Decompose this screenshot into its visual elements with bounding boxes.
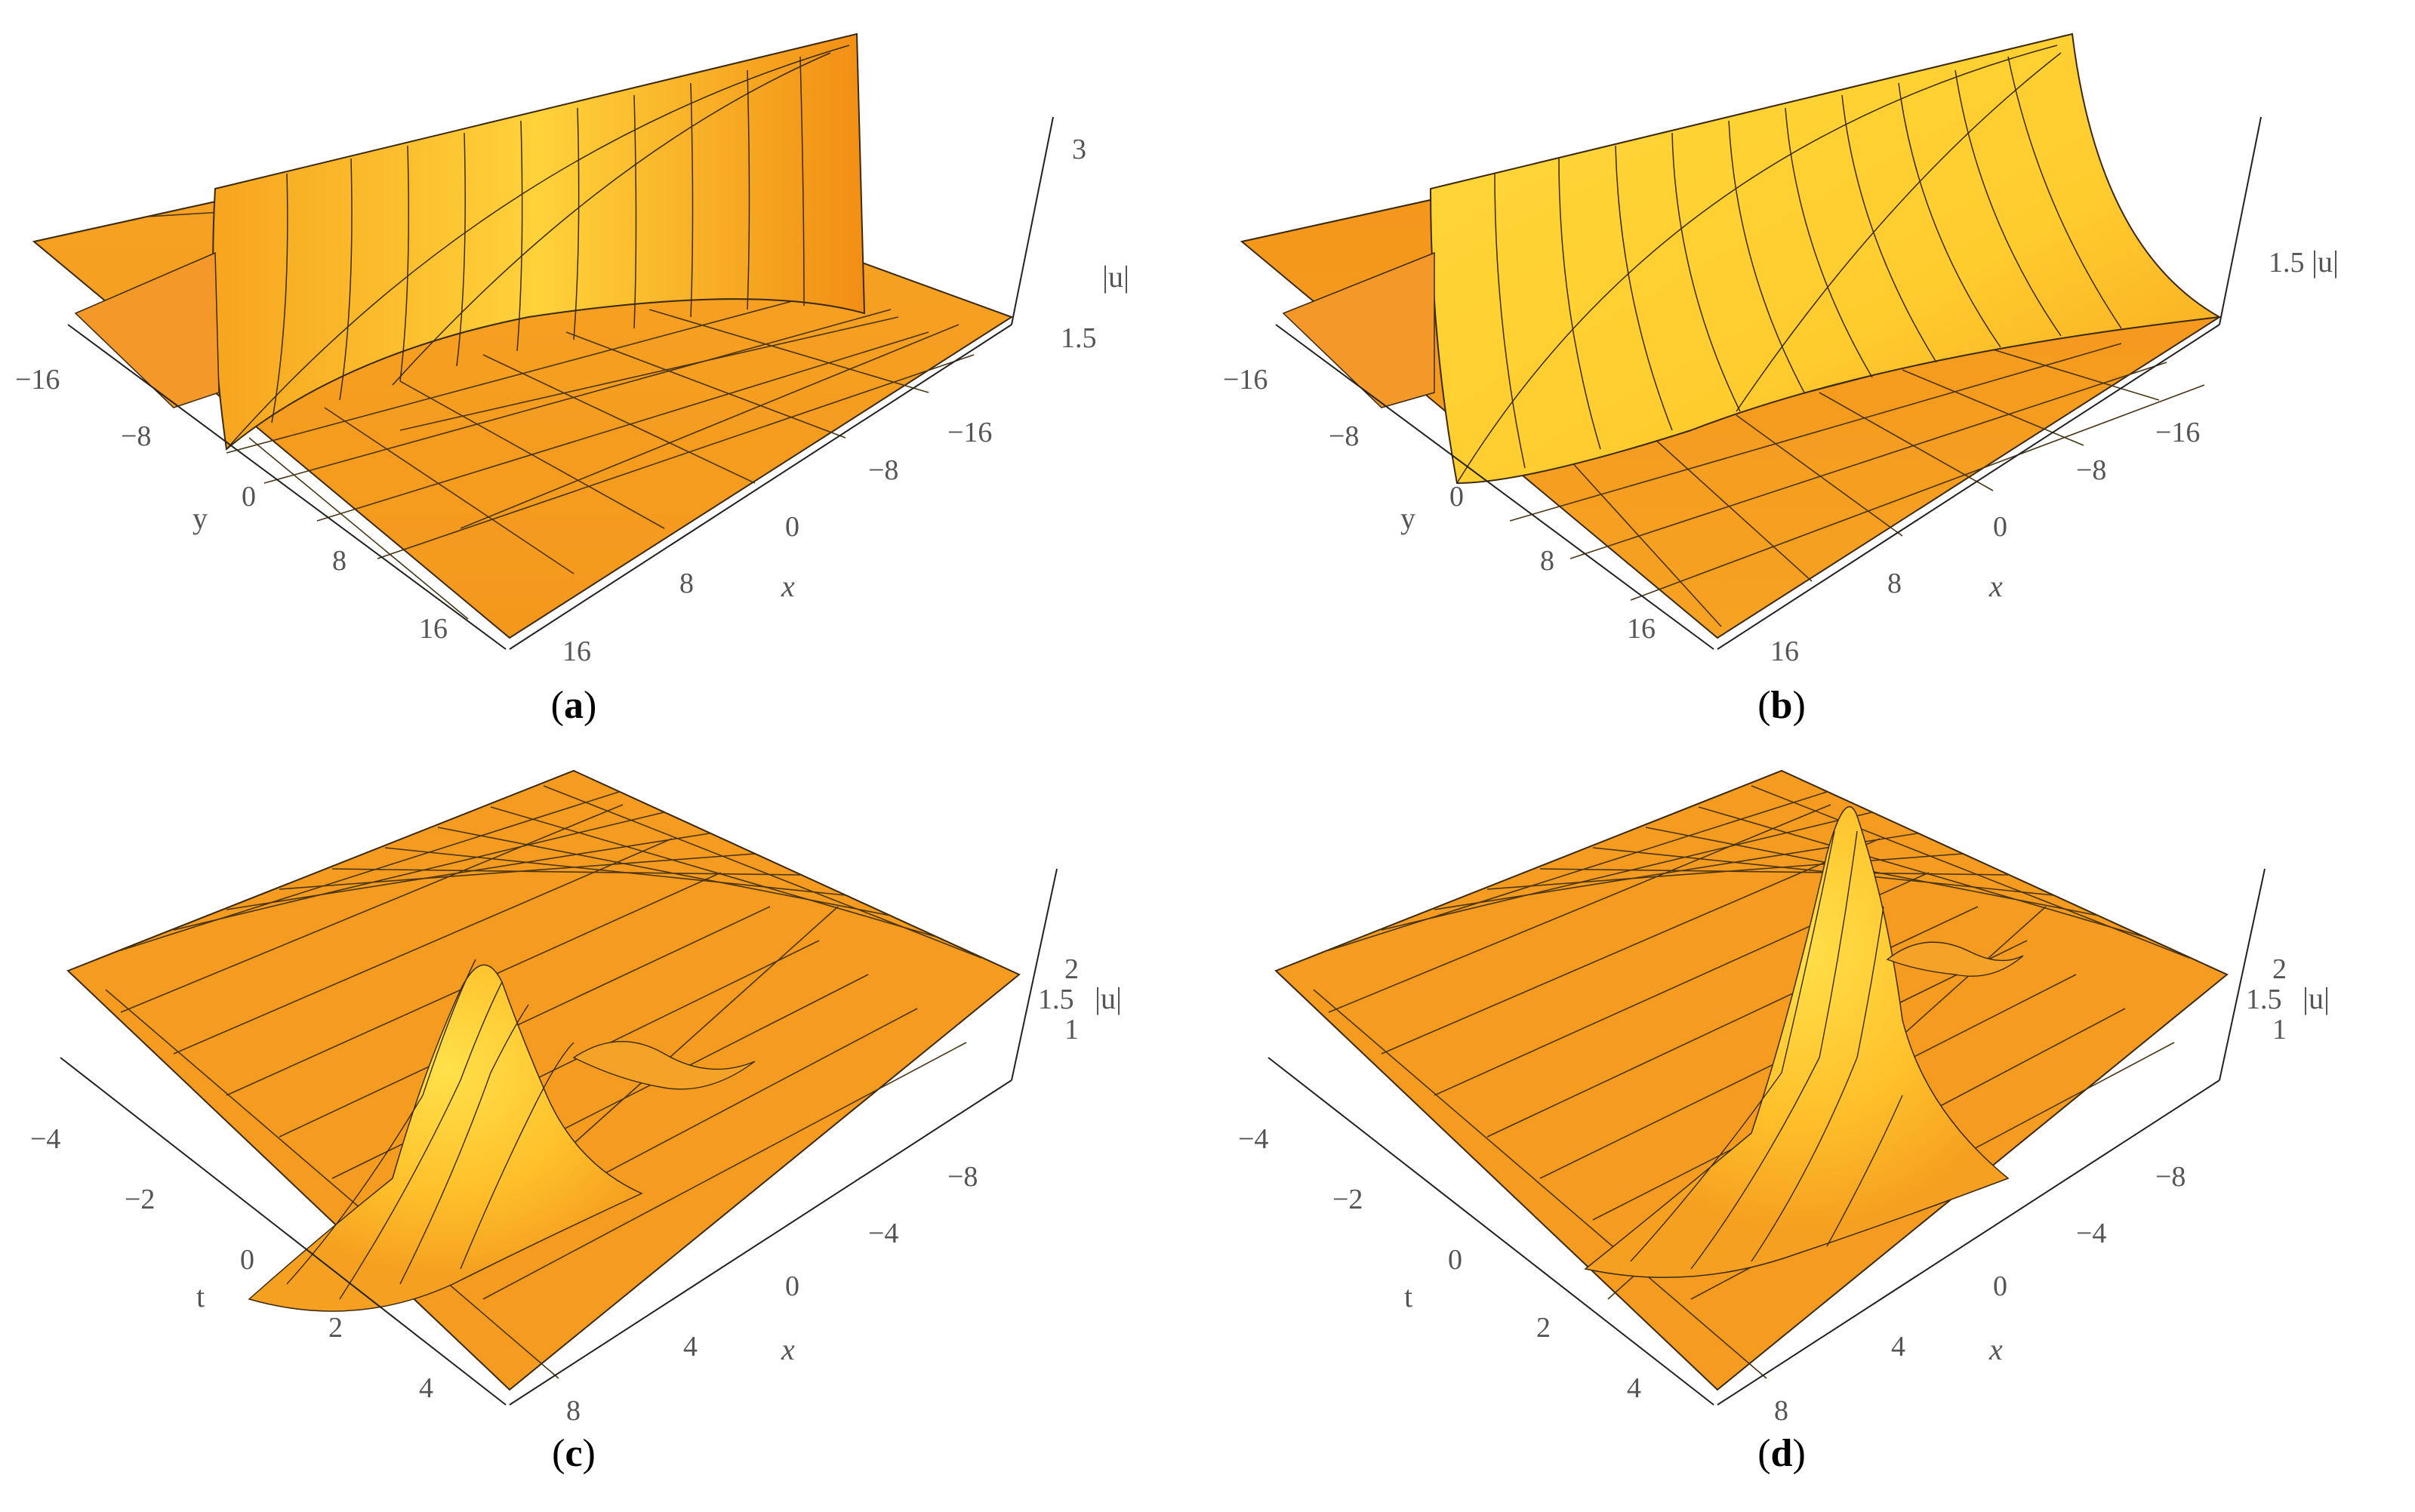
x-tick: 4	[1891, 1331, 1905, 1363]
axis-frame	[1275, 116, 2262, 650]
z-tick: 1	[2272, 1014, 2287, 1045]
y-tick: −8	[121, 420, 151, 452]
t-tick: 0	[1448, 1244, 1462, 1276]
side-ripple	[1886, 941, 2024, 977]
localized-peak	[248, 964, 643, 1312]
peak-mesh	[286, 959, 574, 1300]
x-tick: 8	[679, 568, 694, 599]
x-axis-label: x	[1988, 569, 2003, 603]
ridge-surface	[1429, 32, 2222, 485]
surface-plot-a: −16 −8 0 8 16 y 16 8 0 −8 −16 x 1.5 3 |u…	[15, 32, 1129, 667]
surface-plot-c: −4 −2 0 2 4 t 8 4 0 −4 −8 x 1 1.5 2 |u|	[30, 769, 1122, 1427]
z-tick: 2	[1064, 953, 1079, 985]
x-tick: −16	[2155, 417, 2200, 448]
t-tick: 4	[1627, 1372, 1641, 1404]
z-tick: 1.5	[2246, 984, 2282, 1015]
x-tick: −8	[2076, 454, 2106, 486]
left-plateau	[1282, 251, 1435, 408]
x-tick: 0	[785, 1270, 799, 1302]
y-tick: 16	[419, 613, 448, 645]
t-tick: 4	[419, 1372, 433, 1404]
t-tick: −4	[30, 1123, 60, 1155]
x-tick: 0	[785, 511, 799, 543]
side-ripple	[572, 1041, 756, 1090]
x-tick: −8	[868, 454, 898, 486]
x-tick: 8	[1887, 568, 1902, 599]
t-tick: −2	[125, 1184, 155, 1215]
t-tick: 2	[1536, 1312, 1551, 1344]
x-tick: −8	[947, 1161, 978, 1193]
y-tick: −16	[15, 364, 60, 396]
y-axis-label: y	[193, 501, 208, 535]
y-tick: 0	[1449, 481, 1464, 513]
x-axis-label: x	[1988, 1332, 2003, 1366]
x-tick: 0	[1993, 511, 2007, 543]
axis-frame	[60, 868, 1058, 1406]
x-tick: −4	[2076, 1218, 2106, 1249]
x-tick: 8	[1774, 1395, 1788, 1427]
axis-frame	[67, 116, 1054, 650]
x-tick: −8	[2155, 1161, 2186, 1193]
surface-floor	[1274, 769, 2229, 1391]
x-tick: 16	[562, 636, 591, 667]
localized-peak	[1584, 806, 2010, 1278]
panel-c: −4 −2 0 2 4 t 8 4 0 −4 −8 x 1 1.5 2 |u| …	[0, 756, 1207, 1511]
z-axis-label: |u|	[2312, 245, 2339, 279]
x-tick: 16	[1770, 636, 1799, 667]
z-tick: 1.5	[1038, 984, 1074, 1015]
caption-d: (d)	[1757, 1432, 1806, 1475]
z-axis-label: |u|	[1095, 981, 1122, 1015]
ridge-mesh	[226, 45, 850, 450]
x-tick: 4	[683, 1331, 698, 1363]
caption-c: (c)	[552, 1432, 596, 1475]
surface-plot-d: −4 −2 0 2 4 t 8 4 0 −4 −8 x 1 1.5 2 |u|	[1238, 769, 2330, 1427]
z-axis-label: |u|	[2303, 981, 2330, 1015]
y-tick: 8	[332, 545, 347, 577]
z-tick: 2	[2272, 953, 2287, 985]
x-axis-label: x	[781, 1332, 795, 1366]
caption-b: (b)	[1757, 684, 1806, 727]
z-axis-label: |u|	[1102, 260, 1129, 294]
axis-frame	[1268, 868, 2266, 1406]
y-tick: 16	[1627, 613, 1656, 645]
t-axis-label: t	[1404, 1280, 1412, 1313]
t-tick: 0	[240, 1244, 254, 1276]
ridge-mesh	[1456, 45, 2122, 484]
panel-a: −16 −8 0 8 16 y 16 8 0 −8 −16 x 1.5 3 |u…	[0, 0, 1207, 756]
z-tick: 3	[1072, 134, 1086, 165]
x-tick: 8	[566, 1395, 581, 1427]
caption-a: (a)	[550, 684, 597, 727]
x-tick: −4	[868, 1218, 898, 1249]
peak-mesh	[1630, 830, 1903, 1270]
t-tick: −2	[1332, 1184, 1363, 1215]
t-axis-label: t	[196, 1280, 205, 1313]
t-tick: −4	[1238, 1123, 1268, 1155]
z-tick: 1	[1064, 1014, 1079, 1045]
y-tick: 8	[1540, 545, 1554, 577]
x-axis-label: x	[781, 569, 795, 603]
t-tick: 2	[328, 1312, 343, 1344]
y-axis-label: y	[1400, 501, 1415, 535]
x-tick: 0	[1993, 1270, 2007, 1302]
surface-plot-b: −16 −8 0 8 16 y 16 8 0 −8 −16 x 1.5 |u|	[1223, 32, 2339, 667]
y-tick: −16	[1223, 364, 1268, 396]
y-tick: 0	[242, 481, 256, 513]
panel-d: −4 −2 0 2 4 t 8 4 0 −4 −8 x 1 1.5 2 |u| …	[1208, 756, 2415, 1511]
z-tick: 1.5	[1061, 322, 1097, 354]
x-tick: −16	[947, 417, 992, 448]
left-plateau	[74, 251, 220, 408]
z-tick: 1.5	[2269, 247, 2305, 279]
y-tick: −8	[1329, 420, 1359, 452]
panel-b: −16 −8 0 8 16 y 16 8 0 −8 −16 x 1.5 |u| …	[1208, 0, 2415, 756]
